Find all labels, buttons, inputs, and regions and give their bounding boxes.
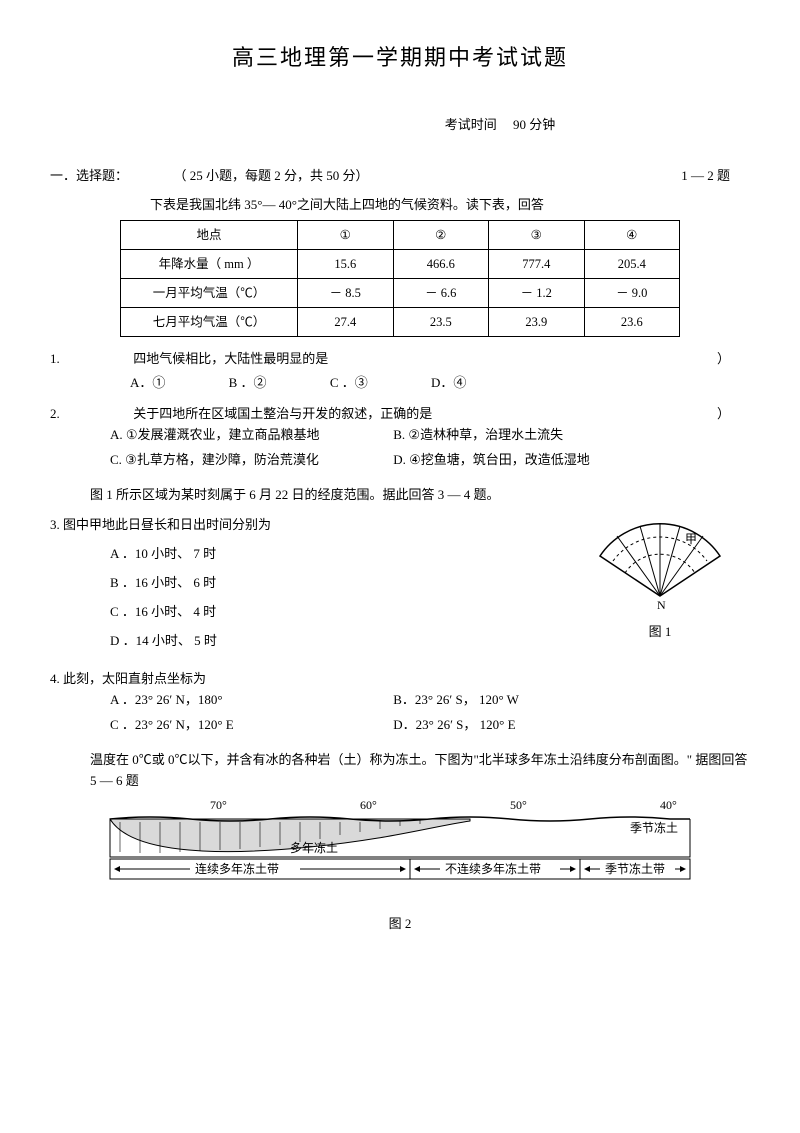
permafrost-profile-icon: 70° 60° 50° 40° 多年冻土 季节冻土 — [90, 797, 710, 887]
q2-opt-b: B. ②造林种草，治理水土流失 — [393, 425, 673, 446]
row-label: 七月平均气温（℃） — [121, 307, 298, 336]
fig2-caption: 图 2 — [50, 914, 750, 935]
q1-num: 1. — [50, 349, 70, 370]
q3-num: 3. — [50, 517, 60, 532]
q3-opt-d: D ．14 小时、 5 时 — [110, 631, 750, 652]
table-intro: 下表是我国北纬 35°— 40°之间大陆上四地的气候资料。读下表，回答 — [50, 195, 750, 216]
figure-2: 70° 60° 50° 40° 多年冻土 季节冻土 — [50, 797, 750, 894]
table-cell: 27.4 — [298, 307, 394, 336]
table-cell: 23.5 — [393, 307, 489, 336]
svg-text:50°: 50° — [510, 798, 527, 812]
q2-opt-d: D. ④挖鱼塘，筑台田，改造低湿地 — [393, 450, 673, 471]
table-row: 七月平均气温（℃） 27.4 23.5 23.9 23.6 — [121, 307, 680, 336]
table-row: 地点 ① ② ③ ④ — [121, 220, 680, 249]
table-cell: 15.6 — [298, 249, 394, 278]
section-1-label: 一．选择题： — [50, 168, 128, 183]
q4-num: 4. — [50, 671, 60, 686]
row-label: 年降水量（ mm ） — [121, 249, 298, 278]
table-cell: － 8.5 — [298, 278, 394, 307]
table-cell: 466.6 — [393, 249, 489, 278]
svg-text:40°: 40° — [660, 798, 677, 812]
table-q-ref: 1 — 2 题 — [681, 166, 730, 187]
svg-text:连续多年冻土带: 连续多年冻土带 — [195, 861, 279, 876]
table-header: ① — [298, 220, 394, 249]
q4-opt-d: D．23° 26′ S， 120° E — [393, 715, 673, 736]
section-1-header: 一．选择题： （ 25 小题，每题 2 分，共 50 分） 1 — 2 题 — [50, 166, 750, 187]
q4-stem: 此刻，太阳直射点坐标为 — [63, 671, 206, 686]
question-3: 3. 图中甲地此日昼长和日出时间分别为 A ．10 小时、 7 时 B ．16 … — [50, 515, 750, 651]
table-row: 年降水量（ mm ） 15.6 466.6 777.4 205.4 — [121, 249, 680, 278]
table-cell: － 9.0 — [584, 278, 680, 307]
q2-paren: ） — [717, 404, 730, 425]
page-title: 高三地理第一学期期中考试试题 — [50, 40, 750, 75]
svg-text:多年冻土: 多年冻土 — [290, 840, 338, 855]
question-1: 1. 四地气候相比，大陆性最明显的是 ） A．① B ．② C ．③ D．④ — [50, 349, 750, 395]
q1-paren: ） — [717, 349, 730, 370]
row-label: 一月平均气温（℃） — [121, 278, 298, 307]
table-header: ③ — [489, 220, 585, 249]
table-row: 一月平均气温（℃） － 8.5 － 6.6 － 1.2 － 9.0 — [121, 278, 680, 307]
q2-options: A. ①发展灌溉农业，建立商品粮基地 B. ②造林种草，治理水土流失 C. ③扎… — [50, 425, 750, 475]
table-header: ④ — [584, 220, 680, 249]
q1-stem: 四地气候相比，大陆性最明显的是 — [73, 351, 328, 366]
q4-opt-c: C ．23° 26′ N，120° E — [110, 715, 390, 736]
q4-options: A ．23° 26′ N，180° B．23° 26′ S， 120° W C … — [50, 690, 750, 740]
q1-options: A．① B ．② C ．③ D．④ — [50, 373, 750, 394]
svg-text:不连续多年冻土带: 不连续多年冻土带 — [445, 861, 541, 876]
question-2: 2. 关于四地所在区域国土整治与开发的叙述，正确的是 ） A. ①发展灌溉农业，… — [50, 404, 750, 474]
section-1-detail: （ 25 小题，每题 2 分，共 50 分） — [174, 168, 369, 183]
table-cell: － 6.6 — [393, 278, 489, 307]
table-cell: 23.6 — [584, 307, 680, 336]
q1-opt-d: D．④ — [431, 373, 466, 394]
q3-stem: 图中甲地此日昼长和日出时间分别为 — [63, 517, 271, 532]
table-cell: 205.4 — [584, 249, 680, 278]
q4-opt-a: A ．23° 26′ N，180° — [110, 690, 390, 711]
q1-opt-b: B ．② — [229, 373, 267, 394]
permafrost-intro: 温度在 0℃或 0℃以下，并含有冰的各种岩（土）称为冻土。下图为"北半球多年冻土… — [90, 750, 750, 792]
q3-options: A ．10 小时、 7 时 B ．16 小时、 6 时 C ．16 小时、 4 … — [50, 544, 750, 651]
table-cell: 23.9 — [489, 307, 585, 336]
svg-text:70°: 70° — [210, 798, 227, 812]
exam-time-value: 90 分钟 — [513, 117, 555, 132]
table-header: ② — [393, 220, 489, 249]
q1-opt-c: C ．③ — [330, 373, 368, 394]
table-cell: 777.4 — [489, 249, 585, 278]
q2-stem: 关于四地所在区域国土整治与开发的叙述，正确的是 — [73, 406, 432, 421]
exam-time: 考试时间 90 分钟 — [50, 115, 750, 136]
svg-text:季节冻土带: 季节冻土带 — [605, 861, 665, 876]
q2-opt-c: C. ③扎草方格，建沙障，防治荒漠化 — [110, 450, 390, 471]
exam-time-label: 考试时间 — [445, 117, 497, 132]
q1-opt-a: A．① — [130, 373, 165, 394]
q2-opt-a: A. ①发展灌溉农业，建立商品粮基地 — [110, 425, 390, 446]
q3-opt-b: B ．16 小时、 6 时 — [110, 573, 750, 594]
q3-opt-a: A ．10 小时、 7 时 — [110, 544, 750, 565]
question-4: 4. 此刻，太阳直射点坐标为 A ．23° 26′ N，180° B．23° 2… — [50, 669, 750, 739]
svg-text:60°: 60° — [360, 798, 377, 812]
climate-table: 地点 ① ② ③ ④ 年降水量（ mm ） 15.6 466.6 777.4 2… — [120, 220, 680, 337]
q4-opt-b: B．23° 26′ S， 120° W — [393, 690, 673, 711]
svg-text:季节冻土: 季节冻土 — [630, 820, 678, 835]
table-cell: － 1.2 — [489, 278, 585, 307]
table-header: 地点 — [121, 220, 298, 249]
q3-opt-c: C ．16 小时、 4 时 — [110, 602, 750, 623]
q2-num: 2. — [50, 404, 70, 425]
